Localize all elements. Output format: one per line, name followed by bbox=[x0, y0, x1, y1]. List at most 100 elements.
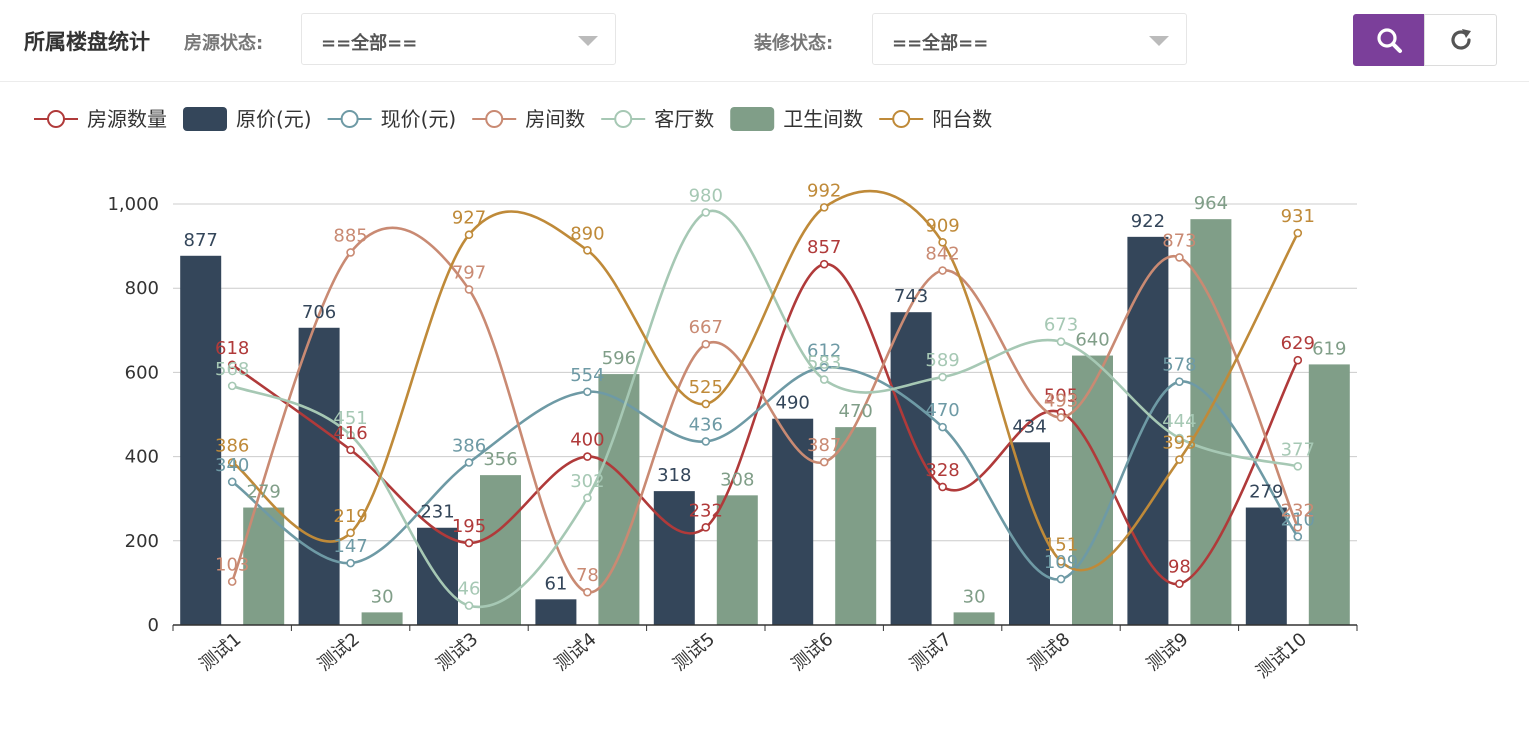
line-point bbox=[1056, 413, 1066, 422]
line-point bbox=[819, 259, 829, 269]
y-tick-label: 600 bbox=[125, 362, 159, 383]
legend-label: 卫生间数 bbox=[783, 107, 863, 131]
bar-卫生间数 bbox=[1308, 364, 1350, 625]
data-label: 46 bbox=[458, 579, 481, 600]
data-label: 470 bbox=[839, 401, 873, 422]
chart-legend: 房源数量 原价(元) 现价(元) 房间数 客厅数 卫生间数 阳台数 bbox=[34, 107, 992, 131]
data-label: 340 bbox=[215, 455, 249, 476]
data-label: 505 bbox=[1044, 385, 1078, 406]
line-point bbox=[346, 430, 355, 440]
data-label: 490 bbox=[776, 393, 810, 414]
line-point bbox=[1293, 532, 1303, 541]
data-label: 444 bbox=[1162, 411, 1196, 432]
data-label: 231 bbox=[420, 502, 454, 523]
line-point bbox=[346, 558, 355, 568]
line-point bbox=[938, 372, 947, 382]
data-label: 612 bbox=[807, 340, 841, 361]
data-label: 554 bbox=[570, 365, 604, 386]
data-label: 909 bbox=[925, 215, 959, 236]
line-point bbox=[464, 601, 474, 610]
x-tick-label: 测试6 bbox=[788, 629, 838, 676]
line-point bbox=[464, 538, 474, 548]
data-label: 596 bbox=[602, 348, 636, 369]
data-label: 232 bbox=[1281, 500, 1315, 521]
chart-area: 房源数量 原价(元) 现价(元) 房间数 客厅数 卫生间数 阳台数 0 200 400 600 80… bbox=[34, 107, 1358, 683]
filter-toolbar: 所属楼盘统计 房源状态: ==全部== 装修状态: ==全部== bbox=[0, 0, 1529, 82]
line-point bbox=[346, 445, 355, 455]
bar-卫生间数 bbox=[361, 612, 403, 625]
y-tick-label: 0 bbox=[148, 615, 159, 636]
data-label: 232 bbox=[689, 500, 723, 521]
line-客厅数 bbox=[231, 209, 1299, 609]
data-label: 673 bbox=[1044, 315, 1078, 336]
data-label: 151 bbox=[1044, 534, 1078, 555]
line-point bbox=[583, 587, 592, 597]
data-label: 219 bbox=[333, 506, 367, 527]
line-point bbox=[1056, 574, 1066, 584]
line-point bbox=[1056, 337, 1066, 346]
line-point bbox=[1175, 253, 1184, 262]
data-label: 377 bbox=[1281, 439, 1315, 460]
data-label: 387 bbox=[807, 435, 841, 456]
house-status-value: ==全部== bbox=[321, 33, 418, 54]
bar-原价元 bbox=[890, 312, 932, 625]
page-title: 所属楼盘统计 bbox=[24, 30, 150, 54]
line-series bbox=[227, 189, 1303, 610]
refresh-icon bbox=[1450, 29, 1471, 50]
data-label: 61 bbox=[544, 573, 567, 594]
line-point bbox=[583, 452, 592, 461]
data-label: 583 bbox=[807, 353, 841, 374]
line-point bbox=[1293, 355, 1303, 365]
data-label: 195 bbox=[452, 516, 486, 537]
data-label: 328 bbox=[925, 460, 959, 481]
data-label: 210 bbox=[1281, 510, 1315, 531]
line-point bbox=[464, 230, 474, 240]
line-point bbox=[701, 208, 711, 217]
x-tick-label: 测试3 bbox=[432, 629, 482, 676]
legend-label: 原价(元) bbox=[236, 107, 312, 131]
line-point bbox=[227, 577, 237, 586]
bar-原价元 bbox=[298, 327, 340, 625]
chevron-down-icon bbox=[578, 36, 598, 46]
decoration-status-select[interactable]: ==全部== bbox=[872, 13, 1187, 65]
legend-label: 阳台数 bbox=[932, 107, 992, 131]
x-tick-label: 测试9 bbox=[1143, 629, 1193, 676]
data-label: 797 bbox=[452, 262, 486, 283]
legend-symbol bbox=[183, 107, 227, 131]
legend-label: 客厅数 bbox=[654, 107, 714, 131]
line-房间数 bbox=[230, 226, 1299, 594]
line-point bbox=[1293, 228, 1303, 238]
data-label: 356 bbox=[483, 449, 517, 470]
data-label: 877 bbox=[184, 230, 218, 251]
data-label: 706 bbox=[302, 302, 336, 323]
data-label: 78 bbox=[576, 565, 599, 586]
line-point bbox=[1293, 523, 1303, 532]
data-label: 147 bbox=[333, 536, 367, 557]
data-label: 98 bbox=[1168, 557, 1191, 578]
legend-symbol bbox=[892, 110, 911, 128]
data-label: 525 bbox=[689, 377, 723, 398]
line-point bbox=[701, 339, 711, 349]
house-status-label: 房源状态: bbox=[184, 33, 264, 54]
data-label: 931 bbox=[1281, 206, 1315, 227]
line-point bbox=[1175, 377, 1184, 386]
x-tick-label: 测试5 bbox=[669, 629, 719, 676]
x-tick-label: 测试1 bbox=[196, 629, 246, 676]
house-status-select[interactable]: ==全部== bbox=[301, 13, 616, 65]
search-button[interactable] bbox=[1353, 14, 1425, 66]
data-label: 890 bbox=[570, 223, 604, 244]
refresh-button[interactable] bbox=[1424, 14, 1497, 66]
data-label: 436 bbox=[689, 414, 723, 435]
line-point bbox=[1175, 455, 1184, 464]
line-point bbox=[701, 523, 711, 532]
y-tick-label: 200 bbox=[125, 531, 159, 552]
line-现价元 bbox=[231, 366, 1299, 581]
bar-卫生间数 bbox=[716, 495, 758, 625]
line-point bbox=[227, 477, 237, 487]
legend-symbol bbox=[47, 110, 65, 128]
data-label: 400 bbox=[570, 430, 604, 451]
data-label: 493 bbox=[1044, 390, 1078, 411]
line-point bbox=[938, 266, 947, 275]
legend-label: 房源数量 bbox=[87, 107, 167, 131]
data-label: 318 bbox=[657, 465, 691, 486]
